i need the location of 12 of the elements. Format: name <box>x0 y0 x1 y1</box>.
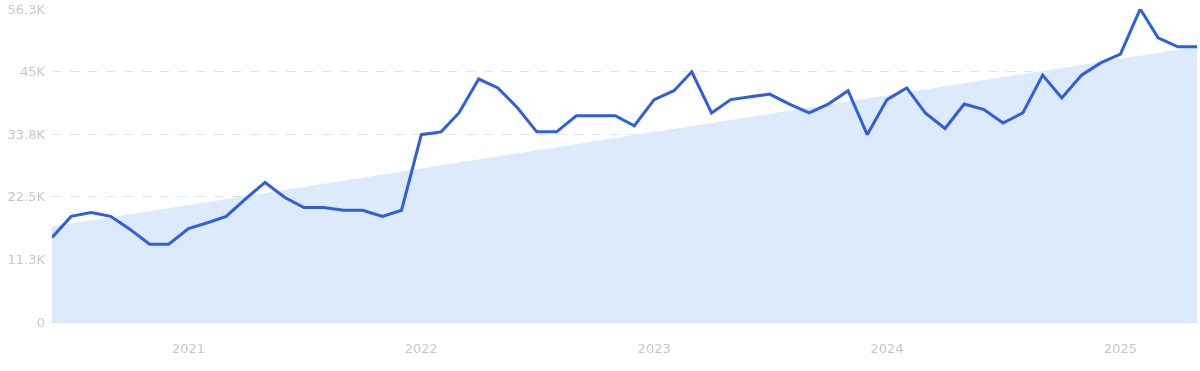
x-tick-label: 2024 <box>870 340 904 356</box>
x-tick-label: 2021 <box>171 340 206 356</box>
y-tick-label: 45K <box>19 64 46 80</box>
y-tick-label: 22.5K <box>7 189 46 205</box>
y-tick-label: 33.8K <box>7 126 46 142</box>
y-tick-label: 11.3K <box>7 251 46 267</box>
y-tick-label: 0 <box>36 314 45 330</box>
x-tick-label: 2022 <box>404 340 438 356</box>
x-tick-label: 2023 <box>637 340 671 356</box>
x-tick-label: 2025 <box>1103 340 1137 356</box>
line-series <box>52 9 1197 246</box>
y-tick-label: 56.3K <box>7 1 46 17</box>
